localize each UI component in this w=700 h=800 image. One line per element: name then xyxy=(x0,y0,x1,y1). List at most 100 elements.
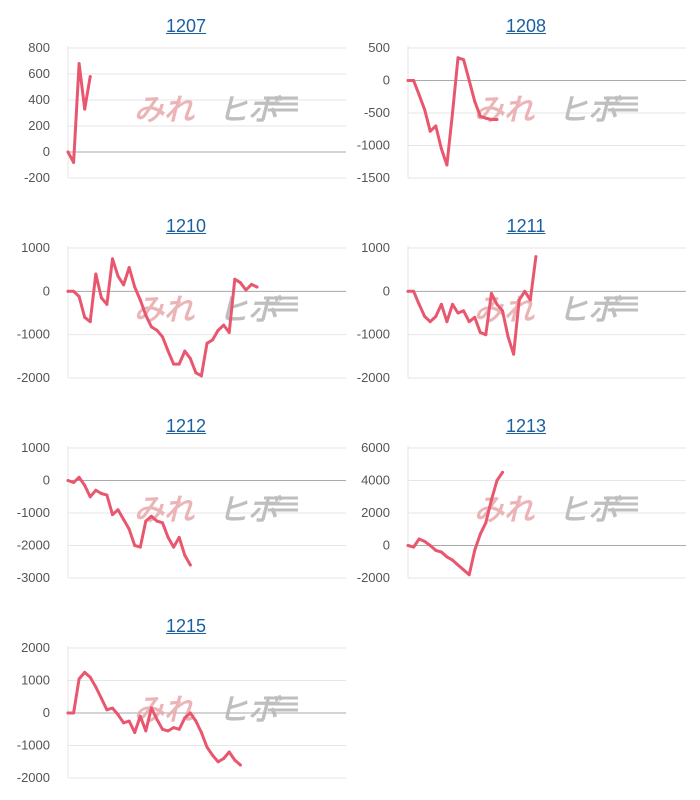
data-point xyxy=(484,333,488,337)
data-point xyxy=(66,289,70,293)
y-tick-label: -2000 xyxy=(17,538,50,553)
data-point xyxy=(155,718,159,721)
y-tick-label: -2000 xyxy=(357,570,390,585)
y-tick-label: 0 xyxy=(383,73,390,88)
data-point xyxy=(188,357,192,360)
data-point xyxy=(462,568,466,572)
data-point xyxy=(188,563,192,567)
data-point xyxy=(501,309,505,313)
y-tick-label: 200 xyxy=(28,118,50,133)
data-point xyxy=(66,479,70,482)
line-chart: -2000 0 2000 4000 6000 みれ ヒボ xyxy=(357,440,686,585)
data-point xyxy=(199,374,203,378)
y-tick-label: -2000 xyxy=(17,770,50,785)
line-chart: -2000 -1000 0 1000 みれ ヒボ xyxy=(17,240,346,385)
data-point xyxy=(445,163,449,167)
y-tick-label: 2000 xyxy=(361,505,390,520)
data-point xyxy=(116,713,120,717)
data-point xyxy=(116,508,120,512)
data-point xyxy=(205,745,209,749)
data-point xyxy=(417,537,421,541)
chart-title-link[interactable]: 1210 xyxy=(165,216,207,236)
data-point xyxy=(72,711,76,715)
data-point xyxy=(110,257,114,261)
chart-title-link[interactable]: 1213 xyxy=(505,416,547,436)
data-point xyxy=(501,470,505,474)
data-point xyxy=(489,498,493,502)
data-point xyxy=(478,114,482,118)
data-point xyxy=(478,532,482,536)
chart-title-link[interactable]: 1208 xyxy=(505,16,547,36)
data-point xyxy=(456,56,460,60)
data-point xyxy=(110,513,114,517)
data-point xyxy=(127,719,131,723)
data-point xyxy=(406,79,410,82)
data-point xyxy=(428,129,432,133)
y-tick-label: -1000 xyxy=(357,327,390,342)
y-tick-label: 1000 xyxy=(21,440,50,455)
chart-title-link[interactable]: 1207 xyxy=(165,16,207,36)
data-point xyxy=(512,352,516,356)
data-point xyxy=(434,548,438,552)
data-point xyxy=(484,521,488,525)
data-point xyxy=(428,320,432,324)
y-tick-label: 1000 xyxy=(21,240,50,255)
chart-title-link[interactable]: 1211 xyxy=(506,216,546,236)
data-point xyxy=(467,320,471,324)
data-point xyxy=(133,285,137,289)
data-point xyxy=(238,281,242,285)
watermark-logo: みれ ヒボ xyxy=(474,493,638,528)
chart-panel-1207: 1207 -200 0 200 400 600 800 みれ ヒボ xyxy=(16,0,356,190)
data-point xyxy=(110,706,114,710)
data-point xyxy=(144,519,148,523)
data-point xyxy=(83,107,87,111)
data-point xyxy=(138,298,142,302)
data-point xyxy=(149,706,153,710)
data-point xyxy=(467,573,471,577)
data-point xyxy=(473,315,477,319)
y-tick-label: -500 xyxy=(364,105,390,120)
chart-title-link[interactable]: 1212 xyxy=(165,416,207,436)
data-point xyxy=(172,726,176,730)
data-point xyxy=(417,302,421,306)
data-point xyxy=(88,675,92,679)
data-point xyxy=(105,708,109,712)
data-point xyxy=(445,555,449,559)
data-point xyxy=(233,277,237,281)
data-point xyxy=(99,492,103,495)
data-point xyxy=(450,558,454,562)
data-point xyxy=(122,721,126,725)
data-point xyxy=(489,292,493,295)
data-point xyxy=(439,302,443,306)
watermark-left-text: みれ xyxy=(134,693,195,728)
data-point xyxy=(161,335,165,339)
data-point xyxy=(127,527,131,531)
watermark-logo: みれ ヒボ xyxy=(474,293,638,328)
data-point xyxy=(428,544,432,547)
chart-panel-1210: 1210 -2000 -1000 0 1000 みれ ヒボ xyxy=(16,200,356,390)
data-point xyxy=(495,302,499,306)
data-point xyxy=(434,314,438,318)
data-point xyxy=(88,320,92,324)
watermark-logo: みれ ヒボ xyxy=(134,93,298,128)
chart-panel-1213: 1213 -2000 0 2000 4000 6000 みれ ヒボ xyxy=(356,400,696,590)
data-point xyxy=(462,309,466,313)
y-tick-label: -1000 xyxy=(17,738,50,753)
data-point xyxy=(166,535,170,539)
data-point xyxy=(222,323,226,327)
data-point xyxy=(227,331,231,334)
watermark-left-text: みれ xyxy=(134,93,195,128)
chart-title-link[interactable]: 1215 xyxy=(165,616,207,636)
data-point xyxy=(506,335,510,339)
data-point xyxy=(216,328,220,332)
chart-panel-1208: 1208 -1500 -1000 -500 0 500 みれ ヒボ xyxy=(356,0,696,190)
line-chart: -2000 -1000 0 1000 みれ ヒボ xyxy=(357,240,686,385)
data-point xyxy=(406,289,410,293)
chart-panel-1215: 1215 -2000 -1000 0 1000 2000 みれ ヒボ xyxy=(16,600,356,790)
data-point xyxy=(211,753,215,757)
data-point xyxy=(244,288,248,292)
data-point xyxy=(528,298,532,302)
y-tick-label: 0 xyxy=(43,705,50,720)
data-point xyxy=(450,111,454,115)
data-point xyxy=(166,729,170,733)
